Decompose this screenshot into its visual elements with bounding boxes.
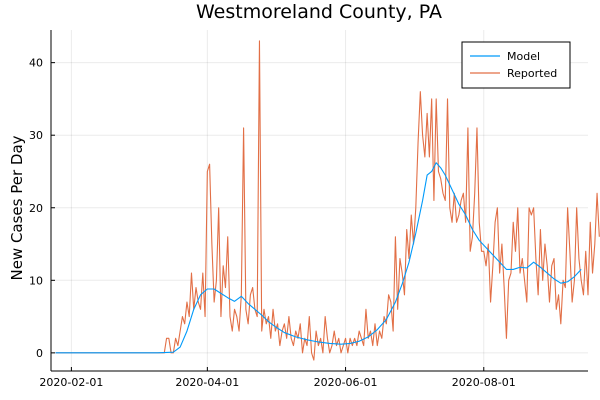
x-tick-label: 2020-02-01 xyxy=(39,376,103,389)
axis-ticks: 0 10 20 30 40 2020-02-01 2020-04-01 2020-06-01 2… xyxy=(29,57,516,389)
chart-title: Westmoreland County, PA xyxy=(196,1,442,23)
x-tick-label: 2020-08-01 xyxy=(452,376,516,389)
axes xyxy=(50,30,588,372)
series-lines xyxy=(55,40,600,361)
legend-box xyxy=(461,41,571,89)
legend-label: Reported xyxy=(507,67,557,80)
x-tick-label: 2020-06-01 xyxy=(314,376,378,389)
y-tick-label: 20 xyxy=(29,202,43,215)
y-tick-label: 10 xyxy=(29,274,43,287)
y-tick-label: 30 xyxy=(29,129,43,142)
y-tick-label: 0 xyxy=(36,347,43,360)
series-line-model xyxy=(55,162,582,354)
series-line-reported xyxy=(55,40,600,361)
grid-lines xyxy=(51,30,588,371)
y-tick-label: 40 xyxy=(29,57,43,70)
x-tick-label: 2020-04-01 xyxy=(175,376,239,389)
legend-label: Model xyxy=(507,50,540,63)
legend: Model Reported xyxy=(461,41,571,89)
y-axis-label: New Cases Per Day xyxy=(8,135,26,280)
